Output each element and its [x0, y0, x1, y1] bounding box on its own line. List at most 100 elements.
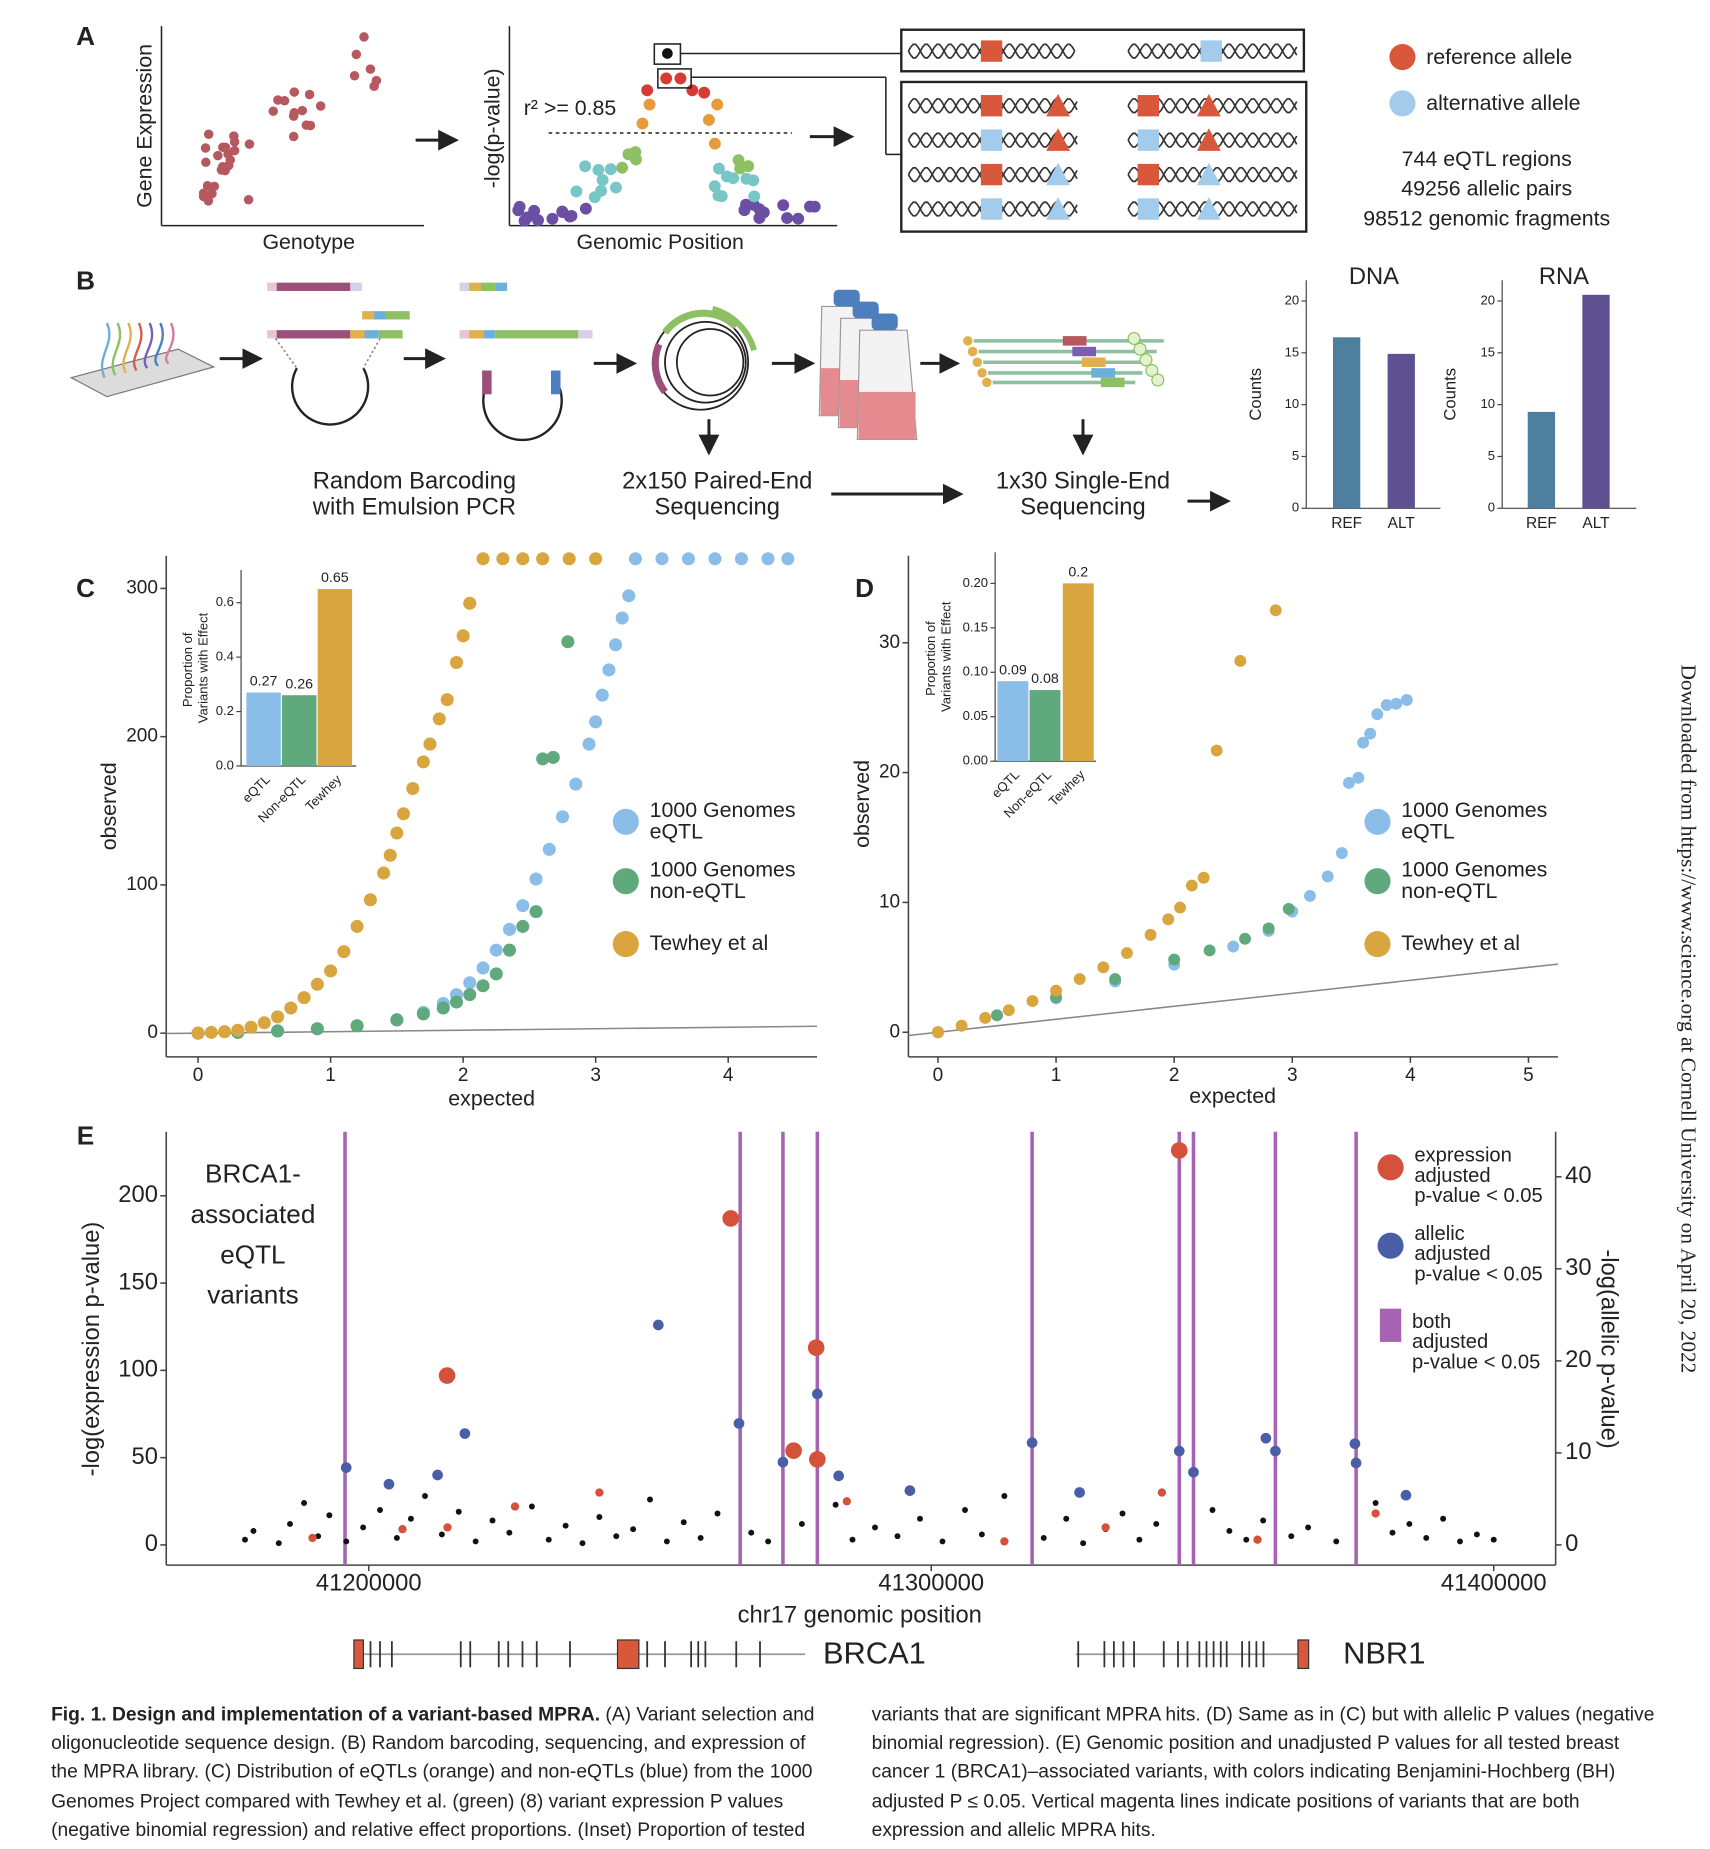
construct-segment — [350, 282, 363, 291]
data-point — [1253, 1535, 1262, 1544]
stat-text: 49256 allelic pairs — [1401, 177, 1572, 201]
data-point — [595, 688, 609, 702]
flask-medium — [858, 391, 916, 440]
data-point — [615, 611, 629, 625]
data-point — [244, 1020, 258, 1034]
data-point — [516, 552, 530, 566]
data-point — [506, 1529, 513, 1536]
data-point — [502, 922, 517, 936]
data-point — [596, 1514, 603, 1520]
data-point — [1243, 1536, 1250, 1543]
y-tick-label: 0 — [147, 1022, 158, 1043]
axis-title: Counts — [1441, 368, 1460, 421]
read-barcode — [1062, 336, 1087, 346]
data-point — [579, 1540, 586, 1547]
schematic-dot — [703, 114, 715, 126]
data-point — [991, 1009, 1003, 1022]
oligo — [143, 322, 154, 369]
data-point — [536, 752, 550, 766]
data-point — [1170, 1142, 1188, 1159]
data-point — [310, 977, 324, 991]
legend-label: alternative allele — [1426, 91, 1580, 115]
schematic-dot — [698, 86, 711, 99]
axis-title: Counts — [1246, 368, 1265, 421]
construct-segment — [276, 330, 351, 339]
data-point — [1080, 1540, 1087, 1547]
data-point — [1097, 961, 1110, 974]
data-point — [1406, 1520, 1413, 1527]
data-point — [1371, 1509, 1380, 1518]
allele-square — [980, 95, 1003, 117]
data-point — [231, 1023, 245, 1037]
construct-segment — [267, 330, 277, 339]
data-point — [569, 777, 583, 791]
step-label: Sequencing — [1020, 494, 1145, 521]
data-point — [1234, 655, 1247, 667]
data-point — [602, 663, 616, 677]
x-tick-label: 1 — [1051, 1065, 1062, 1086]
data-point — [449, 995, 464, 1009]
y-tick-label: 100 — [126, 874, 158, 895]
allele-square — [1137, 198, 1159, 220]
y-tick-label: 0.00 — [963, 753, 988, 768]
data-point — [589, 715, 603, 729]
y-tick-label: 200 — [118, 1181, 158, 1208]
data-point — [275, 1540, 282, 1547]
y-tick-label: 0 — [1488, 500, 1495, 515]
y-tick-label: 20 — [1285, 292, 1300, 307]
data-point — [1389, 1529, 1396, 1536]
data-point — [340, 1462, 352, 1473]
data-point — [807, 1339, 825, 1356]
data-point — [390, 1013, 404, 1027]
y-tick-label: 15 — [1481, 344, 1496, 359]
construct-segment — [364, 330, 379, 339]
data-point — [257, 1016, 271, 1030]
schematic-dot — [351, 49, 362, 60]
data-point — [310, 1022, 324, 1036]
data-point — [1304, 889, 1316, 902]
data-point — [1119, 1510, 1126, 1517]
data-point — [1288, 1533, 1295, 1540]
y-tick-label: 0 — [145, 1530, 158, 1557]
x-tick-label: 41200000 — [316, 1569, 422, 1596]
data-point — [1188, 1466, 1199, 1478]
annotation: variants — [207, 1280, 298, 1310]
data-point — [1109, 973, 1122, 985]
construct-segment — [276, 282, 351, 291]
allele-triangle — [1046, 162, 1070, 186]
bar — [1582, 294, 1610, 509]
annotation: eQTL — [220, 1239, 285, 1269]
allele-square — [980, 129, 1003, 151]
data-point — [1321, 870, 1334, 883]
data-point — [1001, 1493, 1008, 1499]
axis-title: -log(expression p-value) — [78, 1222, 105, 1477]
construct-segment — [385, 311, 410, 320]
legend-marker — [1364, 931, 1391, 958]
axis-title: chr17 genomic position — [738, 1602, 982, 1629]
data-point — [1269, 604, 1282, 617]
data-point — [1000, 1537, 1009, 1546]
data-point — [1473, 1531, 1480, 1538]
bar — [317, 589, 353, 766]
data-point — [536, 552, 550, 566]
read-barcode — [1091, 368, 1116, 378]
data-point — [546, 750, 560, 764]
schematic-dot — [643, 98, 656, 111]
bar — [246, 692, 281, 766]
data-point — [406, 782, 420, 796]
data-point — [1364, 727, 1377, 740]
data-point — [939, 1538, 946, 1545]
data-point — [1050, 984, 1063, 997]
plasmid — [482, 379, 563, 442]
data-point — [337, 945, 351, 959]
data-point — [589, 552, 603, 566]
legend-label: 1000 Genomes eQTL — [650, 798, 802, 843]
data-point — [1168, 953, 1181, 966]
schematic-dot — [753, 203, 766, 216]
data-point — [407, 1515, 414, 1522]
read-bead — [977, 368, 987, 378]
data-point — [833, 1470, 845, 1482]
data-point — [516, 919, 530, 933]
schematic-dot — [660, 72, 673, 85]
